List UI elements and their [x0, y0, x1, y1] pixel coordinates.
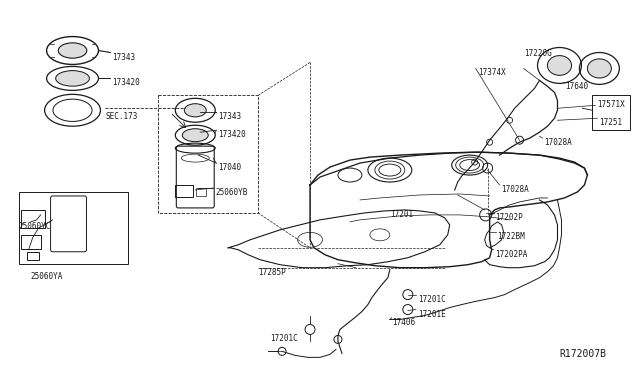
- Bar: [19, 192, 129, 264]
- Text: 17220G: 17220G: [525, 48, 552, 58]
- Text: 1722BM: 1722BM: [498, 232, 525, 241]
- Ellipse shape: [184, 104, 206, 117]
- Text: 17202P: 17202P: [495, 213, 524, 222]
- Bar: [196, 188, 206, 196]
- Bar: [27, 252, 38, 260]
- Text: 173420: 173420: [113, 78, 140, 87]
- Text: 17343: 17343: [113, 52, 136, 61]
- Text: 17028A: 17028A: [502, 185, 529, 194]
- Text: 17640: 17640: [566, 82, 589, 92]
- Text: 173420: 173420: [218, 130, 246, 139]
- Text: 17201E: 17201E: [418, 310, 445, 318]
- Text: 17028A: 17028A: [545, 138, 572, 147]
- Text: 17285P: 17285P: [258, 268, 286, 277]
- Text: 17374X: 17374X: [477, 68, 506, 77]
- Ellipse shape: [588, 59, 611, 78]
- Text: 25060YA: 25060YA: [31, 272, 63, 281]
- Bar: [175, 185, 193, 197]
- Text: R172007B: R172007B: [559, 349, 607, 359]
- Text: SEC.173: SEC.173: [106, 112, 138, 121]
- Text: 17343: 17343: [218, 112, 241, 121]
- Bar: [158, 95, 258, 213]
- Bar: [593, 95, 630, 130]
- Bar: [20, 210, 45, 228]
- Text: 25060YC: 25060YC: [19, 222, 51, 231]
- Text: 17406: 17406: [392, 318, 415, 327]
- Ellipse shape: [182, 129, 208, 142]
- Text: 17201C: 17201C: [418, 295, 445, 304]
- Ellipse shape: [56, 71, 90, 86]
- Text: 17040: 17040: [218, 163, 241, 172]
- Ellipse shape: [547, 55, 572, 75]
- Ellipse shape: [58, 43, 87, 58]
- Text: 17201C: 17201C: [270, 334, 298, 343]
- Text: 17201: 17201: [390, 210, 413, 219]
- Text: 17202PA: 17202PA: [495, 250, 528, 259]
- Text: 17251: 17251: [600, 118, 623, 127]
- Bar: [20, 235, 40, 249]
- Text: 25060YB: 25060YB: [215, 188, 248, 197]
- Text: 17571X: 17571X: [597, 100, 625, 109]
